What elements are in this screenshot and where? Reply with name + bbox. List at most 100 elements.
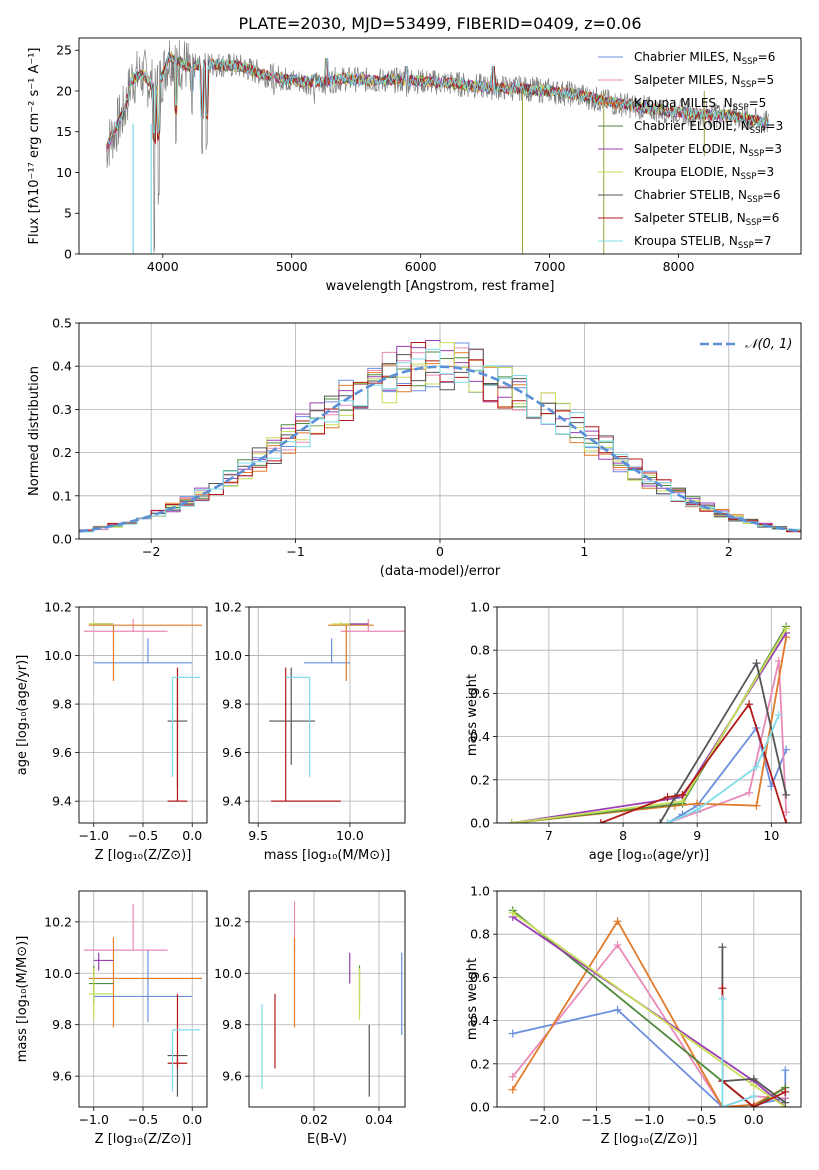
y-tick-label: 0.3	[52, 402, 72, 417]
normal-curve	[79, 365, 801, 533]
y-tick-label: 0.2	[470, 772, 490, 787]
x-axis-label: E(B-V)	[307, 1132, 347, 1147]
y-tick-label: 10.2	[214, 914, 242, 929]
y-tick-label: 1.0	[470, 884, 490, 899]
y-tick-label: 15	[56, 124, 72, 139]
x-tick-label: 10	[763, 828, 779, 843]
x-tick-label: −0.5	[128, 828, 158, 843]
series-line	[511, 919, 786, 1107]
legend-label: 𝒩(0, 1)	[745, 337, 792, 352]
y-tick-label: 9.6	[52, 745, 72, 760]
x-tick-label: 1	[580, 544, 588, 559]
y-tick-label: 9.8	[52, 697, 72, 712]
x-tick-label: −2	[142, 544, 160, 559]
y-tick-label: 0.8	[470, 927, 490, 942]
plot-area	[83, 903, 203, 1097]
panel-4: 7 8 9 10 0.0 0.2 0.4 0.6 0.8 1.0 age [log₁₀(age/yr…	[465, 600, 802, 863]
plot-area	[79, 340, 801, 533]
y-tick-label: 0.4	[470, 1013, 490, 1028]
x-tick-label: 9	[693, 828, 701, 843]
x-tick-label: 0.0	[182, 1112, 202, 1127]
x-tick-label: 8000	[663, 259, 695, 274]
y-tick-label: 0.8	[470, 643, 490, 658]
plot-area	[83, 619, 203, 802]
axes-frame	[78, 37, 802, 255]
y-axis-label: mass weight	[465, 958, 480, 1040]
y-tick-label: 0.2	[470, 1056, 490, 1071]
y-tick-label: 0.0	[470, 1100, 490, 1115]
panel-3: 9.5 10.0 9.4 9.6 9.8 10.0 10.2 mass [log₁₀(M/M⊙…	[214, 600, 406, 863]
x-axis-label: Z [log₁₀(Z/Z⊙)]	[95, 848, 192, 863]
x-tick-label: 10.0	[336, 828, 364, 843]
y-tick-label: 9.4	[52, 794, 72, 809]
axes-frame	[248, 606, 406, 824]
series-line	[721, 999, 755, 1107]
axes-frame	[78, 322, 802, 540]
y-tick-label: 10.0	[44, 648, 72, 663]
legend-label: Chabrier MILES, NSSP=6	[634, 50, 775, 67]
y-axis-label: age [log₁₀(age/yr)]	[15, 655, 30, 776]
y-tick-label: 0.1	[52, 488, 72, 503]
model-line	[107, 54, 769, 146]
x-tick-label: 4000	[147, 259, 179, 274]
y-tick-label: 10.0	[44, 966, 72, 981]
series-line	[511, 943, 786, 1107]
panel-0: 4000 5000 6000 7000 8000 0 5 10 15 20 25 wavelength…	[27, 37, 802, 294]
y-tick-label: 10.2	[44, 600, 72, 615]
y-axis-label: mass weight	[465, 674, 480, 756]
series-line	[659, 660, 788, 823]
y-tick-label: 10.0	[214, 966, 242, 981]
x-tick-label: 2	[725, 544, 733, 559]
x-axis-label: wavelength [Angstrom, rest frame]	[326, 279, 555, 294]
x-tick-label: 0.02	[300, 1112, 328, 1127]
plot-area	[269, 619, 405, 802]
y-tick-label: 0.5	[52, 316, 72, 331]
plot-area	[261, 901, 403, 1097]
panel-1: −2 −1 0 1 2 0.0 0.1 0.2 0.3 0.4 0.5 (data-model)/er…	[27, 316, 802, 579]
y-tick-label: 0.2	[52, 445, 72, 460]
axes-frame	[248, 890, 406, 1108]
x-tick-label: 0.0	[182, 828, 202, 843]
x-tick-label: −2.0	[529, 1112, 559, 1127]
y-tick-label: 20	[56, 83, 72, 98]
plot-area	[507, 622, 791, 823]
x-tick-label: 0	[436, 544, 444, 559]
panel-2: −1.0 −0.5 0.0 9.4 9.6 9.8 10.0 10.2 Z [log₁₀(Z/Z…	[15, 600, 208, 863]
y-tick-label: 10.2	[44, 914, 72, 929]
panel-7: −2.0 −1.5 −1.0 −0.5 0.0 0.0 0.2 0.4 0.6 0.8 1.0 Z […	[465, 884, 802, 1147]
y-tick-label: 10	[56, 165, 72, 180]
x-tick-label: −1.0	[634, 1112, 664, 1127]
y-tick-label: 0	[64, 247, 72, 262]
x-axis-label: Z [log₁₀(Z/Z⊙)]	[95, 1132, 192, 1147]
legend-label: Salpeter ELODIE, NSSP=3	[634, 142, 782, 159]
x-tick-label: −1	[286, 544, 304, 559]
histogram-step	[79, 348, 801, 533]
x-tick-label: 8	[619, 828, 627, 843]
axes-frame	[496, 890, 802, 1108]
legend-label: Kroupa STELIB, NSSP=7	[634, 234, 772, 251]
x-axis-label: Z [log₁₀(Z/Z⊙)]	[601, 1132, 698, 1147]
y-tick-label: 9.8	[222, 1017, 242, 1032]
x-tick-label: −1.5	[581, 1112, 611, 1127]
y-tick-label: 10.2	[214, 600, 242, 615]
legend-label: Chabrier ELODIE, NSSP=3	[634, 119, 783, 136]
y-tick-label: 5	[64, 206, 72, 221]
axes-frame	[496, 606, 802, 824]
panel-6: 0.02 0.04 9.6 9.8 10.0 10.2 E(B-V)	[214, 890, 406, 1147]
y-tick-label: 1.0	[470, 600, 490, 615]
y-tick-label: 0.0	[52, 532, 72, 547]
x-tick-label: −1.0	[79, 828, 109, 843]
x-tick-label: 9.5	[248, 828, 268, 843]
figure-title: PLATE=2030, MJD=53499, FIBERID=0409, z=0…	[238, 14, 641, 33]
x-tick-label: 0.0	[744, 1112, 764, 1127]
legend-label: Salpeter STELIB, NSSP=6	[634, 211, 779, 228]
legend-label: Kroupa ELODIE, NSSP=3	[634, 165, 774, 182]
plot-area	[105, 40, 770, 254]
y-tick-label: 9.6	[222, 745, 242, 760]
plot-area	[508, 906, 790, 1107]
axes-frame	[78, 606, 208, 824]
x-axis-label: age [log₁₀(age/yr)]	[589, 848, 710, 863]
legend-label: Salpeter MILES, NSSP=5	[634, 73, 774, 90]
y-tick-label: 0.6	[470, 686, 490, 701]
